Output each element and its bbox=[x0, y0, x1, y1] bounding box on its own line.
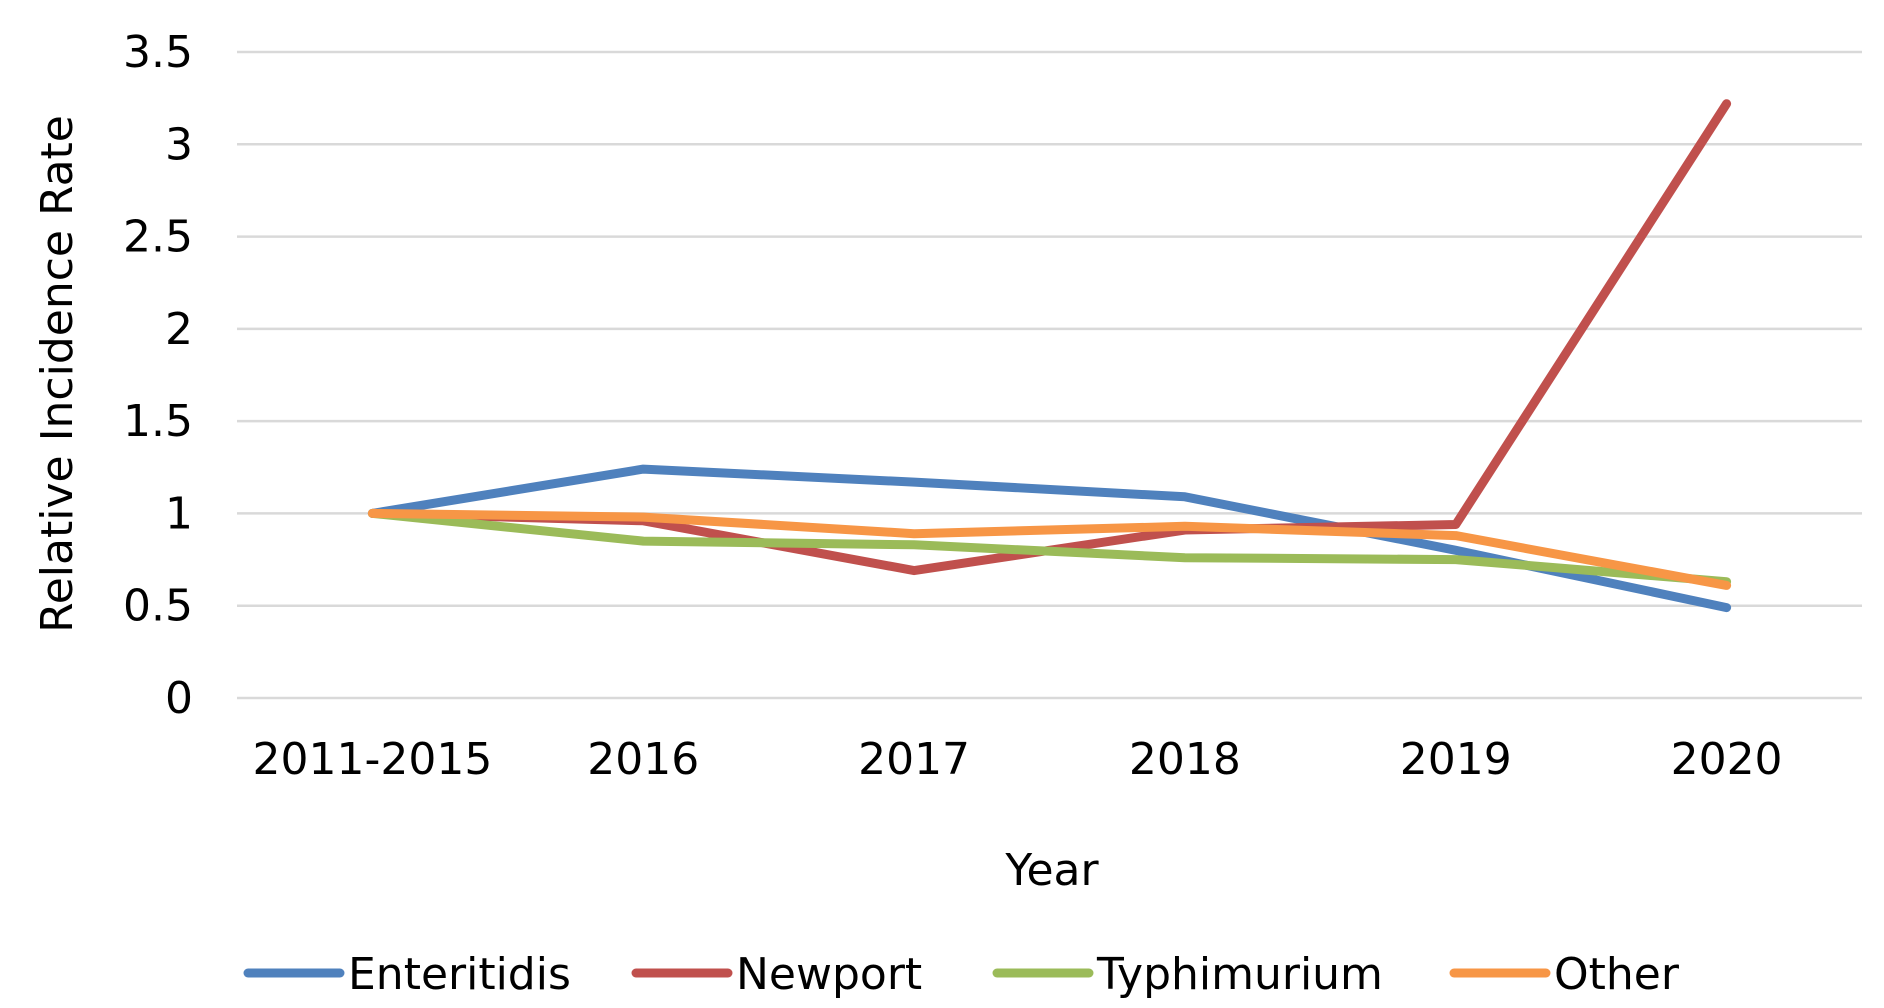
legend-label: Typhimurium bbox=[1096, 949, 1383, 1000]
gridlines bbox=[237, 50, 1862, 700]
y-axis-title: Relative Incidence Rate bbox=[32, 115, 83, 633]
y-tick-label: 2 bbox=[165, 304, 193, 355]
x-axis-title: Year bbox=[1004, 845, 1099, 896]
x-axis-ticks: 2011-2015 2016 2017 2018 2019 2020 bbox=[252, 734, 1782, 785]
series-lines bbox=[367, 99, 1732, 613]
y-tick-label: 3.5 bbox=[123, 27, 193, 78]
legend-label: Newport bbox=[736, 949, 922, 1000]
y-axis-ticks: 0 0.5 1 1.5 2 2.5 3 3.5 bbox=[123, 27, 193, 724]
y-tick-label: 2.5 bbox=[123, 212, 193, 263]
y-tick-label: 0 bbox=[165, 673, 193, 724]
series-line-other bbox=[367, 508, 1732, 590]
series-line-newport bbox=[367, 99, 1732, 576]
legend-label: Enteritidis bbox=[348, 949, 571, 1000]
y-tick-label: 1 bbox=[165, 488, 193, 539]
y-tick-label: 0.5 bbox=[123, 581, 193, 632]
legend-label: Other bbox=[1554, 949, 1680, 1000]
series-line-typhimurium bbox=[367, 508, 1732, 587]
y-tick-label: 3 bbox=[165, 119, 193, 170]
x-tick-label: 2011-2015 bbox=[252, 734, 492, 785]
legend-item-other: Other bbox=[1449, 949, 1680, 1000]
x-tick-label: 2018 bbox=[1129, 734, 1241, 785]
x-tick-label: 2016 bbox=[587, 734, 699, 785]
legend-item-typhimurium: Typhimurium bbox=[992, 949, 1383, 1000]
legend-item-enteritidis: Enteritidis bbox=[243, 949, 571, 1000]
x-tick-label: 2017 bbox=[858, 734, 970, 785]
y-tick-label: 1.5 bbox=[123, 396, 193, 447]
x-tick-label: 2019 bbox=[1400, 734, 1512, 785]
legend: Enteritidis Newport Typhimurium Other bbox=[243, 949, 1680, 1000]
x-tick-label: 2020 bbox=[1671, 734, 1783, 785]
legend-item-newport: Newport bbox=[631, 949, 922, 1000]
